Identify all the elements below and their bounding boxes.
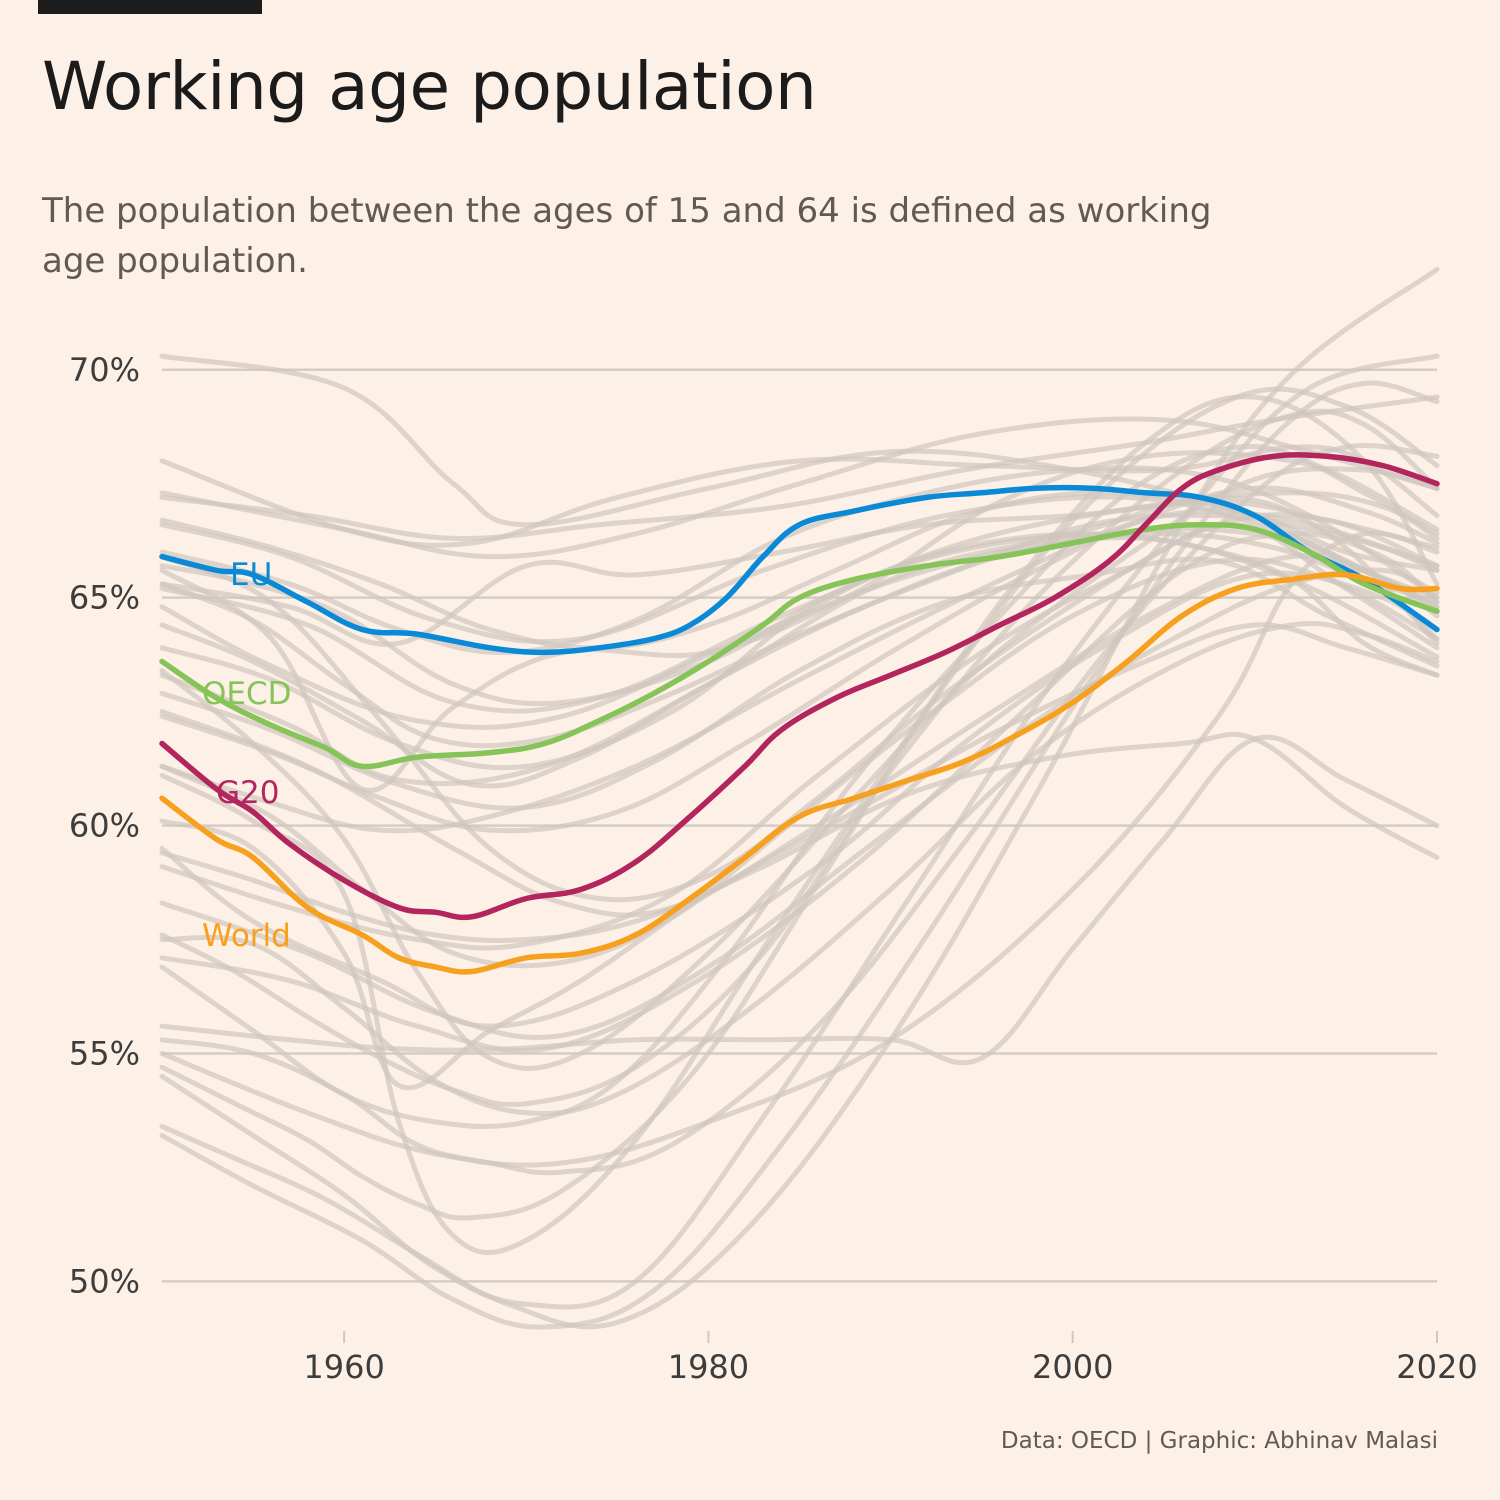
background-series-line xyxy=(159,267,1440,1330)
background-series-line xyxy=(159,556,1440,811)
background-series-line xyxy=(159,380,1440,1330)
background-series-line xyxy=(159,570,1440,1029)
y-tick-label: 65% xyxy=(69,579,140,617)
background-series-line xyxy=(159,408,1440,1107)
x-axis: 1960 1980 2000 2020 xyxy=(303,1331,1478,1386)
series-line-oecd xyxy=(159,521,1440,770)
background-series-line xyxy=(159,734,1440,1066)
series-line-eu xyxy=(159,484,1440,656)
x-tick-label: 2020 xyxy=(1396,1348,1477,1386)
page-subtitle: The population between the ages of 15 an… xyxy=(42,191,1212,281)
y-tick-label: 70% xyxy=(69,351,140,389)
y-axis: 50% 55% 60% 65% 70% xyxy=(69,351,140,1301)
background-series-line xyxy=(159,508,1440,834)
background-series-line xyxy=(159,512,1440,749)
y-tick-label: 50% xyxy=(69,1262,140,1300)
series-line-world xyxy=(159,571,1440,975)
background-series-line xyxy=(159,490,1440,651)
background-series-group xyxy=(159,267,1440,1330)
series-label-world: World xyxy=(202,918,291,954)
y-tick-label: 55% xyxy=(69,1035,140,1073)
series-label-g20: G20 xyxy=(216,775,279,811)
background-series-line xyxy=(159,567,1440,1040)
series-label-oecd: OECD xyxy=(202,676,292,712)
x-tick-label: 1980 xyxy=(668,1348,749,1386)
x-tick-label: 1960 xyxy=(303,1348,384,1386)
background-series-line xyxy=(159,534,1440,789)
top-accent-bar xyxy=(38,0,262,14)
highlight-series-group xyxy=(159,452,1440,975)
background-series-line xyxy=(159,531,1440,707)
x-tick-label: 2000 xyxy=(1032,1348,1113,1386)
background-series-line xyxy=(159,394,1440,542)
series-label-eu: EU xyxy=(230,557,272,593)
series-line-g20 xyxy=(159,452,1440,921)
background-series-line xyxy=(159,620,1440,1117)
y-tick-label: 60% xyxy=(69,807,140,845)
background-series-line xyxy=(159,499,1440,647)
source-caption: Data: OECD | Graphic: Abhinav Malasi xyxy=(1000,1428,1438,1454)
series-labels: EU OECD G20 World xyxy=(202,557,292,954)
page-title: Working age population xyxy=(42,48,817,125)
background-series-line xyxy=(159,442,1440,1176)
background-series-line xyxy=(159,386,1440,1221)
